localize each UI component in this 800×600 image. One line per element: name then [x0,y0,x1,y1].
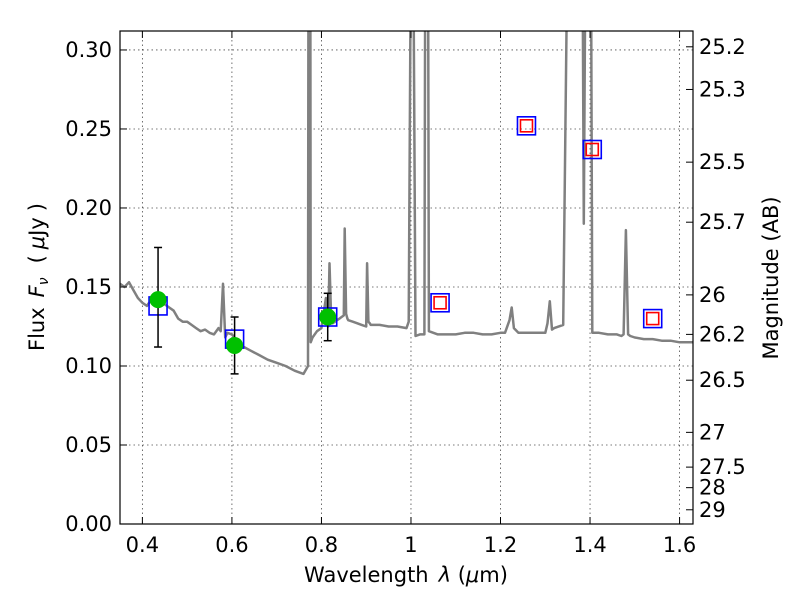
y-tick-label: 0.10 [65,354,112,378]
x-tick-label: 1.4 [573,533,606,557]
right-tick-label: 29 [699,498,726,522]
x-tick-label: 0.4 [126,533,159,557]
ticks: 0.4 0.6 0.8 1 1.2 1.4 1.6 0.00 0.05 0.10 0.15 0.20 0… [65,31,746,557]
right-tick-label: 27 [699,420,726,444]
x-tick-label: 0.8 [305,533,338,557]
right-axis-label: Magnitude (AB) [759,196,783,359]
y-axis-label-symbol: F [25,284,49,297]
x-tick-label: 1 [404,533,417,557]
model-flux-box [582,139,603,160]
x-axis-label-text: Wavelength [304,563,429,587]
x-tick-label: 0.6 [215,533,248,557]
x-axis-label-unit-mu: μ [465,563,479,587]
right-tick-label: 25.5 [699,150,746,174]
model-flux-box [516,116,537,136]
y-tick-label: 0.05 [65,433,112,457]
x-axis-label-unit-rest: m) [479,563,508,587]
right-tick-label: 25.7 [699,210,746,234]
y-axis-label-unit-mu: μ [25,236,49,250]
observed-flux-point [149,291,167,309]
right-tick-label: 26.5 [699,368,746,392]
model-flux-box [642,308,663,329]
right-tick-label: 25.3 [699,77,746,101]
right-tick-label: 25.2 [699,35,746,59]
y-tick-label: 0.30 [65,38,112,62]
y-tick-label: 0.15 [65,275,112,299]
right-tick-label: 26 [699,283,726,307]
model-spectrum-line [120,31,693,376]
right-tick-label: 27.5 [699,455,746,479]
upper-limit-box [585,142,600,157]
right-tick-label: 26.2 [699,322,746,346]
upper-limit-box [433,295,447,310]
observed-flux-point [226,336,244,354]
y-axis-label-unit-open: ( [25,255,49,263]
plot-data [120,31,693,376]
y-axis-label-text: Flux [25,307,49,351]
x-tick-label: 1.2 [484,533,517,557]
x-axis-label: Wavelength λ (μm) [304,563,508,587]
observed-flux-point [319,308,337,326]
upper-limit-box [645,311,660,326]
y-axis-label-symbol-sub: ν [36,277,52,285]
grid [120,31,693,524]
x-axis-label-symbol: λ [438,563,451,587]
y-tick-label: 0.20 [65,196,112,220]
y-tick-label: 0.00 [65,512,112,536]
x-axis-label-unit-open: ( [451,563,466,587]
model-flux-box [430,292,450,313]
upper-limit-box [519,119,534,133]
y-axis-label-unit-close: ) [25,203,49,211]
y-axis-label-unit-rest: Jy [25,217,49,238]
y-axis-label: Flux Fν ( μJy) [25,203,52,351]
y-tick-label: 0.25 [65,117,112,141]
x-tick-label: 1.6 [663,533,696,557]
right-tick-label: 28 [699,476,726,500]
plot-frame [119,30,694,525]
